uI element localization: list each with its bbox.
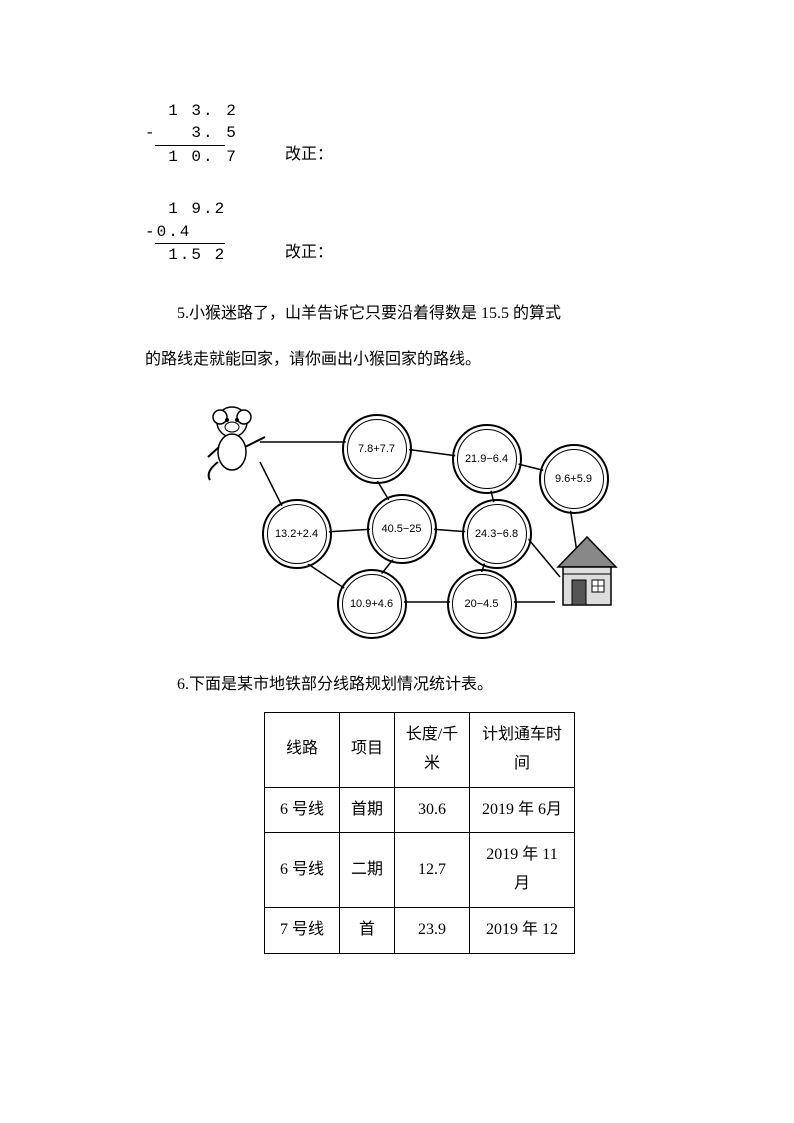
diagram-node: 7.8+7.7 (345, 417, 409, 481)
table-header-row: 线路 项目 长度/千米 计划通车时间 (265, 712, 575, 787)
correction-label: 改正： (285, 140, 333, 164)
diagram-node: 13.2+2.4 (265, 502, 329, 566)
table-cell: 30.6 (395, 787, 470, 833)
diagram-node: 9.6+5.9 (542, 447, 606, 511)
arith-line: - 3. 5 (145, 122, 255, 144)
header-cell: 项目 (340, 712, 395, 787)
house-icon (550, 532, 625, 612)
arithmetic-problem-1: 1 3. 2 - 3. 5 1 0. 7 改正： (145, 100, 694, 173)
diagram-node: 21.9−6.4 (455, 427, 519, 491)
arith-block-2: 1 9.2 -0.4 1.5 2 (145, 198, 255, 266)
problem-5-text-2: 的路线走就能回家，请你画出小猴回家的路线。 (145, 342, 694, 377)
table-cell: 二期 (340, 833, 395, 908)
diagram-node: 40.5−25 (370, 497, 434, 561)
table-row: 6 号线 首期 30.6 2019 年 6月 (265, 787, 575, 833)
diagram-node: 24.3−6.8 (465, 502, 529, 566)
diagram-node: 10.9+4.6 (340, 572, 404, 636)
arith-line: 1 0. 7 (145, 146, 255, 168)
header-cell: 计划通车时间 (470, 712, 575, 787)
table-cell: 6 号线 (265, 833, 340, 908)
table-cell: 7 号线 (265, 907, 340, 953)
arith-line: 1.5 2 (145, 244, 255, 266)
header-cell: 线路 (265, 712, 340, 787)
arith-line: 1 9.2 (145, 198, 255, 220)
subway-table-container: 线路 项目 长度/千米 计划通车时间 6 号线 首期 30.6 2019 年 6… (145, 712, 694, 954)
table-cell: 2019 年 11月 (470, 833, 575, 908)
header-cell: 长度/千米 (395, 712, 470, 787)
table-cell: 首期 (340, 787, 395, 833)
subway-table: 线路 项目 长度/千米 计划通车时间 6 号线 首期 30.6 2019 年 6… (264, 712, 575, 954)
monkey-icon (200, 402, 275, 482)
correction-label: 改正： (285, 238, 333, 262)
arith-block-1: 1 3. 2 - 3. 5 1 0. 7 (145, 100, 255, 168)
table-cell: 首 (340, 907, 395, 953)
diagram-node: 20−4.5 (450, 572, 514, 636)
arithmetic-problem-2: 1 9.2 -0.4 1.5 2 改正： (145, 198, 694, 271)
table-cell: 2019 年 12 (470, 907, 575, 953)
problem-5-text-1: 5.小猴迷路了，山羊告诉它只要沿着得数是 15.5 的算式 (145, 296, 694, 331)
table-row: 7 号线 首 23.9 2019 年 12 (265, 907, 575, 953)
table-cell: 2019 年 6月 (470, 787, 575, 833)
problem-6-text: 6.下面是某市地铁部分线路规划情况统计表。 (145, 667, 694, 702)
arith-line: -0.4 (145, 221, 255, 243)
table-cell: 23.9 (395, 907, 470, 953)
table-cell: 6 号线 (265, 787, 340, 833)
monkey-path-diagram: 7.8+7.7 21.9−6.4 9.6+5.9 13.2+2.4 40.5−25 24.… (210, 387, 630, 637)
table-row: 6 号线 二期 12.7 2019 年 11月 (265, 833, 575, 908)
table-cell: 12.7 (395, 833, 470, 908)
arith-line: 1 3. 2 (145, 100, 255, 122)
